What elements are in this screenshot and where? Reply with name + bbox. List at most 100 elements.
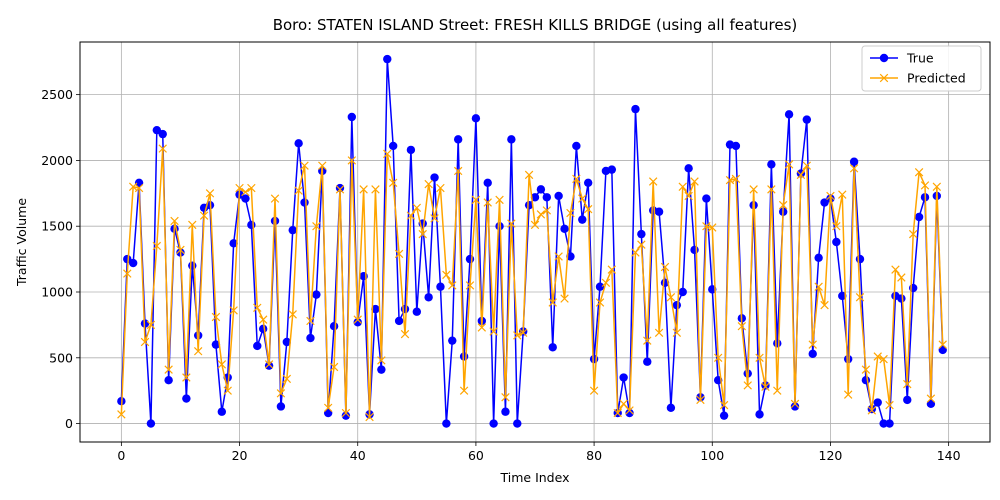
data-point-predicted	[253, 303, 262, 313]
data-point-predicted	[572, 174, 581, 184]
data-point-predicted	[861, 365, 871, 374]
data-point-true	[264, 361, 274, 370]
data-point-predicted	[448, 281, 457, 290]
data-point-true	[495, 222, 504, 231]
data-point-predicted	[312, 221, 321, 231]
data-point-true	[566, 252, 575, 261]
x-tick-label: 80	[586, 448, 602, 463]
data-point-true	[489, 419, 498, 428]
data-point-true	[814, 253, 823, 262]
data-point-predicted	[713, 353, 723, 363]
data-point-predicted	[483, 198, 492, 207]
data-point-predicted	[495, 195, 504, 205]
data-point-true	[536, 185, 546, 194]
data-point-predicted	[885, 400, 894, 410]
data-point-predicted	[383, 149, 392, 159]
data-point-predicted	[920, 181, 930, 190]
data-point-predicted	[241, 187, 250, 197]
data-point-true	[412, 307, 422, 316]
data-point-predicted	[755, 353, 764, 363]
data-point-true	[861, 375, 871, 385]
data-point-predicted	[164, 365, 173, 374]
data-point-predicted	[507, 219, 516, 228]
data-point-predicted	[690, 177, 699, 186]
data-point-predicted	[773, 386, 782, 395]
data-point-true	[784, 110, 794, 119]
data-point-true	[258, 324, 268, 334]
data-point-predicted	[908, 229, 918, 239]
data-point-predicted	[400, 329, 410, 339]
y-tick-label: 1500	[41, 219, 73, 234]
data-point-predicted	[388, 178, 398, 188]
data-point-true	[542, 193, 552, 202]
data-point-predicted	[855, 293, 865, 302]
data-point-predicted	[530, 220, 540, 230]
legend-label-true: True	[906, 51, 934, 66]
data-point-true	[790, 402, 800, 411]
data-point-predicted	[436, 183, 445, 193]
plot-frame	[79, 41, 991, 443]
data-point-true	[530, 193, 540, 202]
data-point-true	[731, 141, 741, 151]
data-point-predicted	[513, 331, 522, 340]
data-point-predicted	[247, 183, 256, 193]
data-point-true	[312, 290, 321, 299]
data-point-true	[607, 165, 617, 174]
x-tick-label: 0	[117, 448, 125, 463]
data-point-true	[353, 318, 362, 327]
data-point-true	[820, 198, 829, 207]
data-point-true	[341, 411, 351, 420]
data-point-predicted	[814, 282, 823, 291]
data-point-true	[548, 343, 557, 352]
data-point-predicted	[607, 265, 617, 274]
y-tick-label: 500	[49, 350, 73, 365]
data-point-predicted	[583, 204, 593, 214]
series-predicted	[117, 144, 947, 422]
data-point-true	[442, 419, 451, 428]
data-point-predicted	[182, 373, 191, 382]
data-point-true	[347, 112, 357, 122]
data-point-predicted	[660, 262, 670, 272]
data-point-predicted	[790, 399, 800, 409]
data-point-predicted	[217, 360, 227, 369]
data-point-true	[247, 220, 256, 230]
data-point-true	[684, 164, 693, 173]
data-point-predicted	[471, 195, 481, 205]
data-point-predicted	[223, 386, 232, 395]
data-point-predicted	[643, 336, 652, 345]
x-tick-label: 140	[937, 448, 961, 463]
data-point-true	[666, 403, 676, 412]
data-point-true	[152, 125, 162, 135]
data-point-predicted	[430, 214, 439, 223]
data-point-predicted	[300, 161, 309, 170]
x-tick-label: 60	[468, 448, 484, 463]
data-point-true	[211, 340, 221, 349]
data-point-true	[524, 200, 534, 210]
x-tick-label: 20	[232, 448, 248, 463]
data-point-predicted	[731, 174, 741, 184]
data-point-predicted	[524, 170, 534, 180]
data-point-true	[678, 287, 687, 297]
data-point-predicted	[631, 248, 640, 257]
data-point-predicted	[329, 362, 339, 372]
data-point-predicted	[595, 298, 605, 307]
data-point-true	[755, 410, 764, 419]
data-point-predicted	[666, 293, 676, 302]
data-point-predicted	[737, 321, 747, 331]
data-point-predicted	[341, 408, 351, 418]
data-point-predicted	[229, 306, 238, 315]
data-point-predicted	[140, 337, 150, 347]
data-point-true	[843, 354, 853, 364]
y-tick-label: 2500	[41, 87, 73, 102]
data-point-true	[448, 336, 457, 345]
data-point-true	[329, 322, 339, 331]
data-point-true	[188, 261, 197, 270]
data-point-true	[583, 178, 593, 187]
data-point-predicted	[613, 408, 622, 418]
data-point-predicted	[282, 374, 292, 384]
data-point-true	[335, 183, 345, 193]
data-point-true	[436, 282, 445, 291]
data-point-true	[128, 258, 138, 268]
data-point-true	[400, 304, 410, 314]
data-point-predicted	[477, 323, 487, 332]
